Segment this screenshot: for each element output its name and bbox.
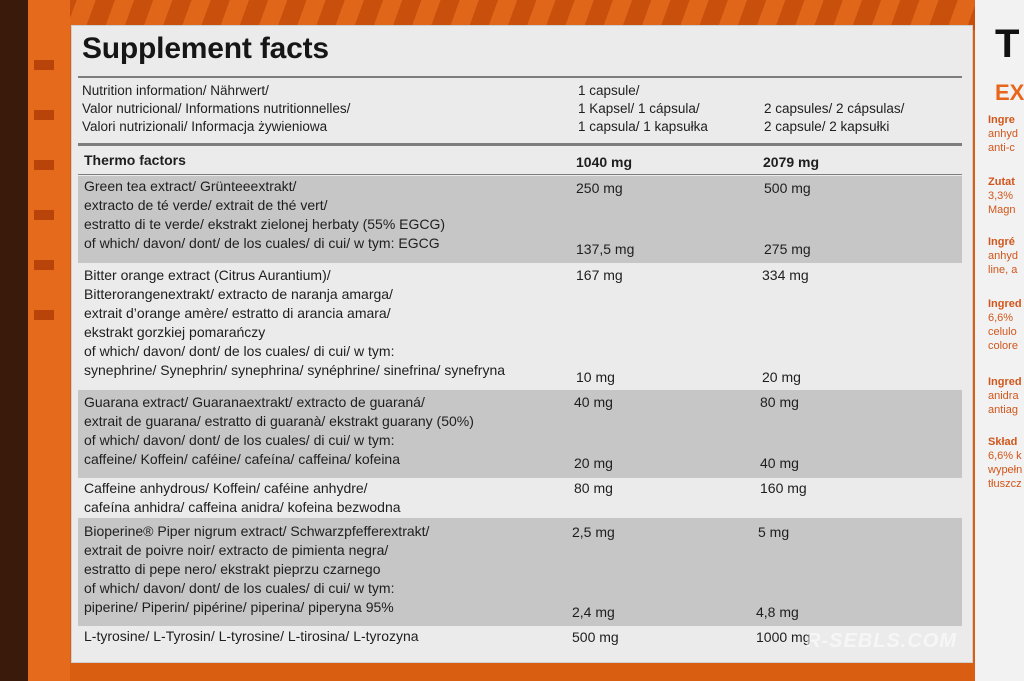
ingredient-line: extracto de té verde/ extrait de thé ver… xyxy=(84,197,328,213)
amount-col2: 334 mg xyxy=(762,267,809,283)
thermo-rule xyxy=(78,174,962,175)
ingredient-name: Caffeine anhydrous/ Koffein/ caféine anh… xyxy=(84,479,401,517)
ingredient-line: Bitterorangenextrakt/ extracto de naranj… xyxy=(84,286,393,302)
side-text-fragment: Ingré xyxy=(988,236,1015,248)
amount-col2: 5 mg xyxy=(758,524,790,540)
ingredient-line: cafeína anhidra/ caffeina anidra/ kofein… xyxy=(84,499,401,515)
side-text-fragment: antiag xyxy=(988,404,1018,416)
col2-header-line: 2 capsules/ 2 cápsulas/ xyxy=(764,101,905,116)
thermo-col1: 1040 mg xyxy=(576,154,633,170)
thermo-label: Thermo factors xyxy=(84,152,186,168)
supplement-facts-panel: Supplement facts Nutrition information/ … xyxy=(72,26,972,662)
col2-header-line: 2 capsule/ 2 kapsułki xyxy=(764,119,890,134)
side-text-fragment: 6,6% k xyxy=(988,450,1022,462)
amount-col2: 1000 mg xyxy=(756,629,811,645)
side-text-fragment: 6,6% xyxy=(988,312,1014,324)
ingredient-line: synephrine/ Synephrin/ synephrina/ synép… xyxy=(84,362,506,378)
side-text-fragment: anhyd xyxy=(988,128,1018,140)
table-row xyxy=(78,176,962,263)
ingredient-line: of which/ davon/ dont/ de los cuales/ di… xyxy=(84,235,440,251)
side-text-fragment: Ingre xyxy=(988,114,1015,126)
ingredient-line: L-tyrosine/ L-Tyrosin/ L-tyrosine/ L-tir… xyxy=(84,628,419,644)
sub-amount-col1: 2,4 mg xyxy=(572,604,615,620)
sub-amount-col1: 137,5 mg xyxy=(576,241,635,257)
sub-amount-col2: 20 mg xyxy=(762,369,801,385)
side-text-fragment: Zutat xyxy=(988,176,1015,188)
sub-amount-col1: 10 mg xyxy=(576,369,615,385)
side-text-fragment: 3,3% xyxy=(988,190,1014,202)
ingredient-line: ekstrakt gorzkiej pomarańczy xyxy=(84,324,266,340)
side-subheading: EX xyxy=(995,80,1024,105)
ingredient-line: of which/ davon/ dont/ de los cuales/ di… xyxy=(84,432,395,448)
ingredient-line: extrait de poivre noir/ extracto de pimi… xyxy=(84,542,389,558)
side-text-fragment: Skład xyxy=(988,436,1018,448)
side-text-fragment: anti-c xyxy=(988,142,1015,154)
nutrition-header: Nutrition information/ Nährwert/ Valor n… xyxy=(82,82,350,136)
col1-header: 1 capsule/ 1 Kapsel/ 1 cápsula/ 1 capsul… xyxy=(578,82,708,136)
amount-col1: 40 mg xyxy=(574,394,613,410)
amount-col2: 160 mg xyxy=(760,480,807,496)
ingredient-line: Green tea extract/ Grünteeextrakt/ xyxy=(84,178,297,194)
thermo-col2: 2079 mg xyxy=(763,154,820,170)
side-text-fragment: anhyd xyxy=(988,250,1018,262)
sub-amount-col2: 40 mg xyxy=(760,455,799,471)
side-text-fragment: Ingred xyxy=(988,298,1022,310)
amount-col1: 500 mg xyxy=(572,629,619,645)
side-text-fragment: line, a xyxy=(988,264,1018,276)
ingredient-line: Guarana extract/ Guaranaextrakt/ extract… xyxy=(84,394,425,410)
header-rule xyxy=(78,143,962,146)
ingredient-line: Bioperine® Piper nigrum extract/ Schwarz… xyxy=(84,523,430,539)
ingredient-name: L-tyrosine/ L-Tyrosin/ L-tyrosine/ L-tir… xyxy=(84,627,419,646)
amount-col2: 80 mg xyxy=(760,394,799,410)
page-title: Supplement facts xyxy=(82,32,329,65)
ingredient-line: estratto di pepe nero/ ekstrakt pieprzu … xyxy=(84,561,381,577)
sub-amount-col2: 4,8 mg xyxy=(756,604,799,620)
ingredient-line: Bitter orange extract (Citrus Aurantium)… xyxy=(84,267,331,283)
side-text-fragment: tłuszcz xyxy=(988,478,1022,490)
table-row xyxy=(78,390,962,478)
ingredient-line: extrait d’orange amère/ estratto di aran… xyxy=(84,305,391,321)
side-heading: T xyxy=(995,22,1020,66)
amount-col1: 167 mg xyxy=(576,267,623,283)
side-text-fragment: anidra xyxy=(988,390,1019,402)
ingredient-line: caffeine/ Koffein/ caféine/ cafeína/ caf… xyxy=(84,451,401,467)
side-text-fragment: wypełn xyxy=(988,464,1023,476)
side-text-fragment: Magn xyxy=(988,204,1016,216)
amount-col1: 250 mg xyxy=(576,180,623,196)
nutrition-header-line: Valor nutricional/ Informations nutritio… xyxy=(82,101,351,116)
ingredient-line: of which/ davon/ dont/ de los cuales/ di… xyxy=(84,580,395,596)
col1-header-line: 1 Kapsel/ 1 cápsula/ xyxy=(578,101,700,116)
sub-amount-col1: 20 mg xyxy=(574,455,613,471)
box-top-edge xyxy=(0,0,1024,30)
ingredient-name: Bioperine® Piper nigrum extract/ Schwarz… xyxy=(84,522,429,617)
col1-header-line: 1 capsule/ xyxy=(578,83,640,98)
ingredient-name: Guarana extract/ Guaranaextrakt/ extract… xyxy=(84,393,474,469)
title-rule xyxy=(78,76,962,78)
amount-col2: 500 mg xyxy=(764,180,811,196)
sub-amount-col2: 275 mg xyxy=(764,241,811,257)
nutrition-header-line: Nutrition information/ Nährwert/ xyxy=(82,83,269,98)
side-panel: T EX Ingre anhyd anti-c Zutat 3,3% Magn Ingré a… xyxy=(975,0,1024,681)
col1-header-line: 1 capsula/ 1 kapsułka xyxy=(578,119,708,134)
ingredient-name: Bitter orange extract (Citrus Aurantium)… xyxy=(84,266,505,380)
amount-col1: 2,5 mg xyxy=(572,524,615,540)
side-text-fragment: celulo xyxy=(988,326,1017,338)
ingredient-line: estratto di te verde/ ekstrakt zielonej … xyxy=(84,216,446,232)
ingredient-line: piperine/ Piperin/ pipérine/ piperina/ p… xyxy=(84,599,394,615)
box-left-edge xyxy=(0,0,70,681)
side-text-fragment: colore xyxy=(988,340,1018,352)
col2-header: 2 capsules/ 2 cápsulas/ 2 capsule/ 2 kap… xyxy=(764,100,904,136)
table-row xyxy=(78,518,962,626)
side-text-fragment: Ingred xyxy=(988,376,1022,388)
ingredient-name: Green tea extract/ Grünteeextrakt/ extra… xyxy=(84,177,445,253)
nutrition-header-line: Valori nutrizionali/ Informacja żywienio… xyxy=(82,119,328,134)
ingredient-line: extrait de guarana/ estratto di guaranà/… xyxy=(84,413,474,429)
amount-col1: 80 mg xyxy=(574,480,613,496)
ingredient-line: of which/ davon/ dont/ de los cuales/ di… xyxy=(84,343,395,359)
watermark: R-SEBLS.COM xyxy=(806,630,957,652)
ingredient-line: Caffeine anhydrous/ Koffein/ caféine anh… xyxy=(84,480,368,496)
